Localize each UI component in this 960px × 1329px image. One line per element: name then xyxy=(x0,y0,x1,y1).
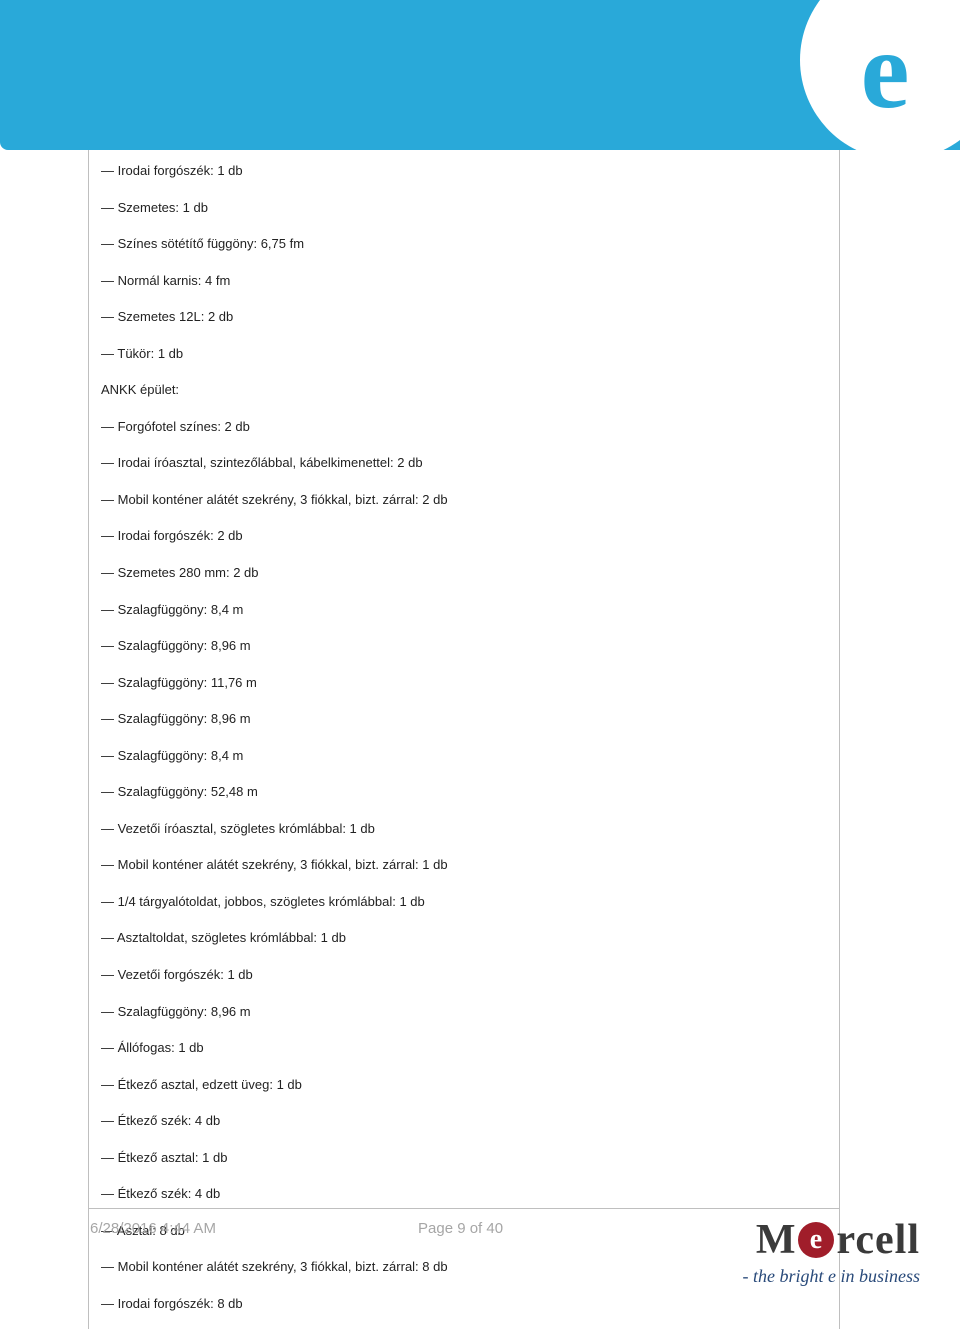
brand-text-pre: M xyxy=(756,1216,797,1264)
list-item: — Mobil konténer alátét szekrény, 3 fiók… xyxy=(101,491,827,509)
list-item: — Asztaltoldat, szögletes krómlábbal: 1 … xyxy=(101,929,827,947)
list-item: — Normál karnis: 4 fm xyxy=(101,272,827,290)
list-item: — Irodai íróasztal, szintezőlábbal, kábe… xyxy=(101,454,827,472)
list-item: — Szemetes: 1 db xyxy=(101,199,827,217)
brand-wordmark: M e rcell xyxy=(756,1216,920,1264)
list-item: — Szalagfüggöny: 8,96 m xyxy=(101,1003,827,1021)
page: e — Irodai forgószék: 1 db — Szemetes: 1… xyxy=(0,0,960,1329)
footer-timestamp: 6/28/2016 4:44 AM xyxy=(90,1220,216,1237)
list-item: — Forgófotel színes: 2 db xyxy=(101,418,827,436)
brand-logo: M e rcell - the bright e in business xyxy=(620,1216,920,1287)
list-item: — 1/4 tárgyalótoldat, jobbos, szögletes … xyxy=(101,893,827,911)
brand-e-icon: e xyxy=(798,1222,834,1258)
list-item: — Tükör: 1 db xyxy=(101,345,827,363)
e-logo-icon: e xyxy=(861,15,910,125)
list-item: — Étkező szék: 4 db xyxy=(101,1185,827,1203)
list-item: — Mobil konténer alátét szekrény, 3 fiók… xyxy=(101,856,827,874)
section-heading: ANKK épület: xyxy=(101,381,827,399)
list-item: — Vezetői forgószék: 1 db xyxy=(101,966,827,984)
list-item: — Szemetes 12L: 2 db xyxy=(101,308,827,326)
list-item: — Színes sötétítő függöny: 6,75 fm xyxy=(101,235,827,253)
list-item: — Irodai forgószék: 2 db xyxy=(101,527,827,545)
list-item: — Étkező asztal, edzett üveg: 1 db xyxy=(101,1076,827,1094)
list-item: — Szemetes 280 mm: 2 db xyxy=(101,564,827,582)
list-item: — Szalagfüggöny: 8,96 m xyxy=(101,710,827,728)
list-item: — Szalagfüggöny: 8,4 m xyxy=(101,601,827,619)
list-item: — Étkező szék: 4 db xyxy=(101,1112,827,1130)
content-box: — Irodai forgószék: 1 db — Szemetes: 1 d… xyxy=(88,150,840,1329)
list-item: — Irodai forgószék: 8 db xyxy=(101,1295,827,1313)
list-item: — Vezetői íróasztal, szögletes krómlábba… xyxy=(101,820,827,838)
list-item: — Irodai forgószék: 1 db xyxy=(101,162,827,180)
list-item: — Étkező asztal: 1 db xyxy=(101,1149,827,1167)
list-item: — Szalagfüggöny: 8,4 m xyxy=(101,747,827,765)
list-item: — Szalagfüggöny: 52,48 m xyxy=(101,783,827,801)
list-item: — Szalagfüggöny: 8,96 m xyxy=(101,637,827,655)
list-item: — Szalagfüggöny: 11,76 m xyxy=(101,674,827,692)
footer-page-number: Page 9 of 40 xyxy=(418,1220,503,1237)
list-item: — Állófogas: 1 db xyxy=(101,1039,827,1057)
footer-divider xyxy=(88,1208,840,1209)
brand-tagline: - the bright e in business xyxy=(620,1266,920,1287)
brand-text-post: rcell xyxy=(836,1216,920,1264)
